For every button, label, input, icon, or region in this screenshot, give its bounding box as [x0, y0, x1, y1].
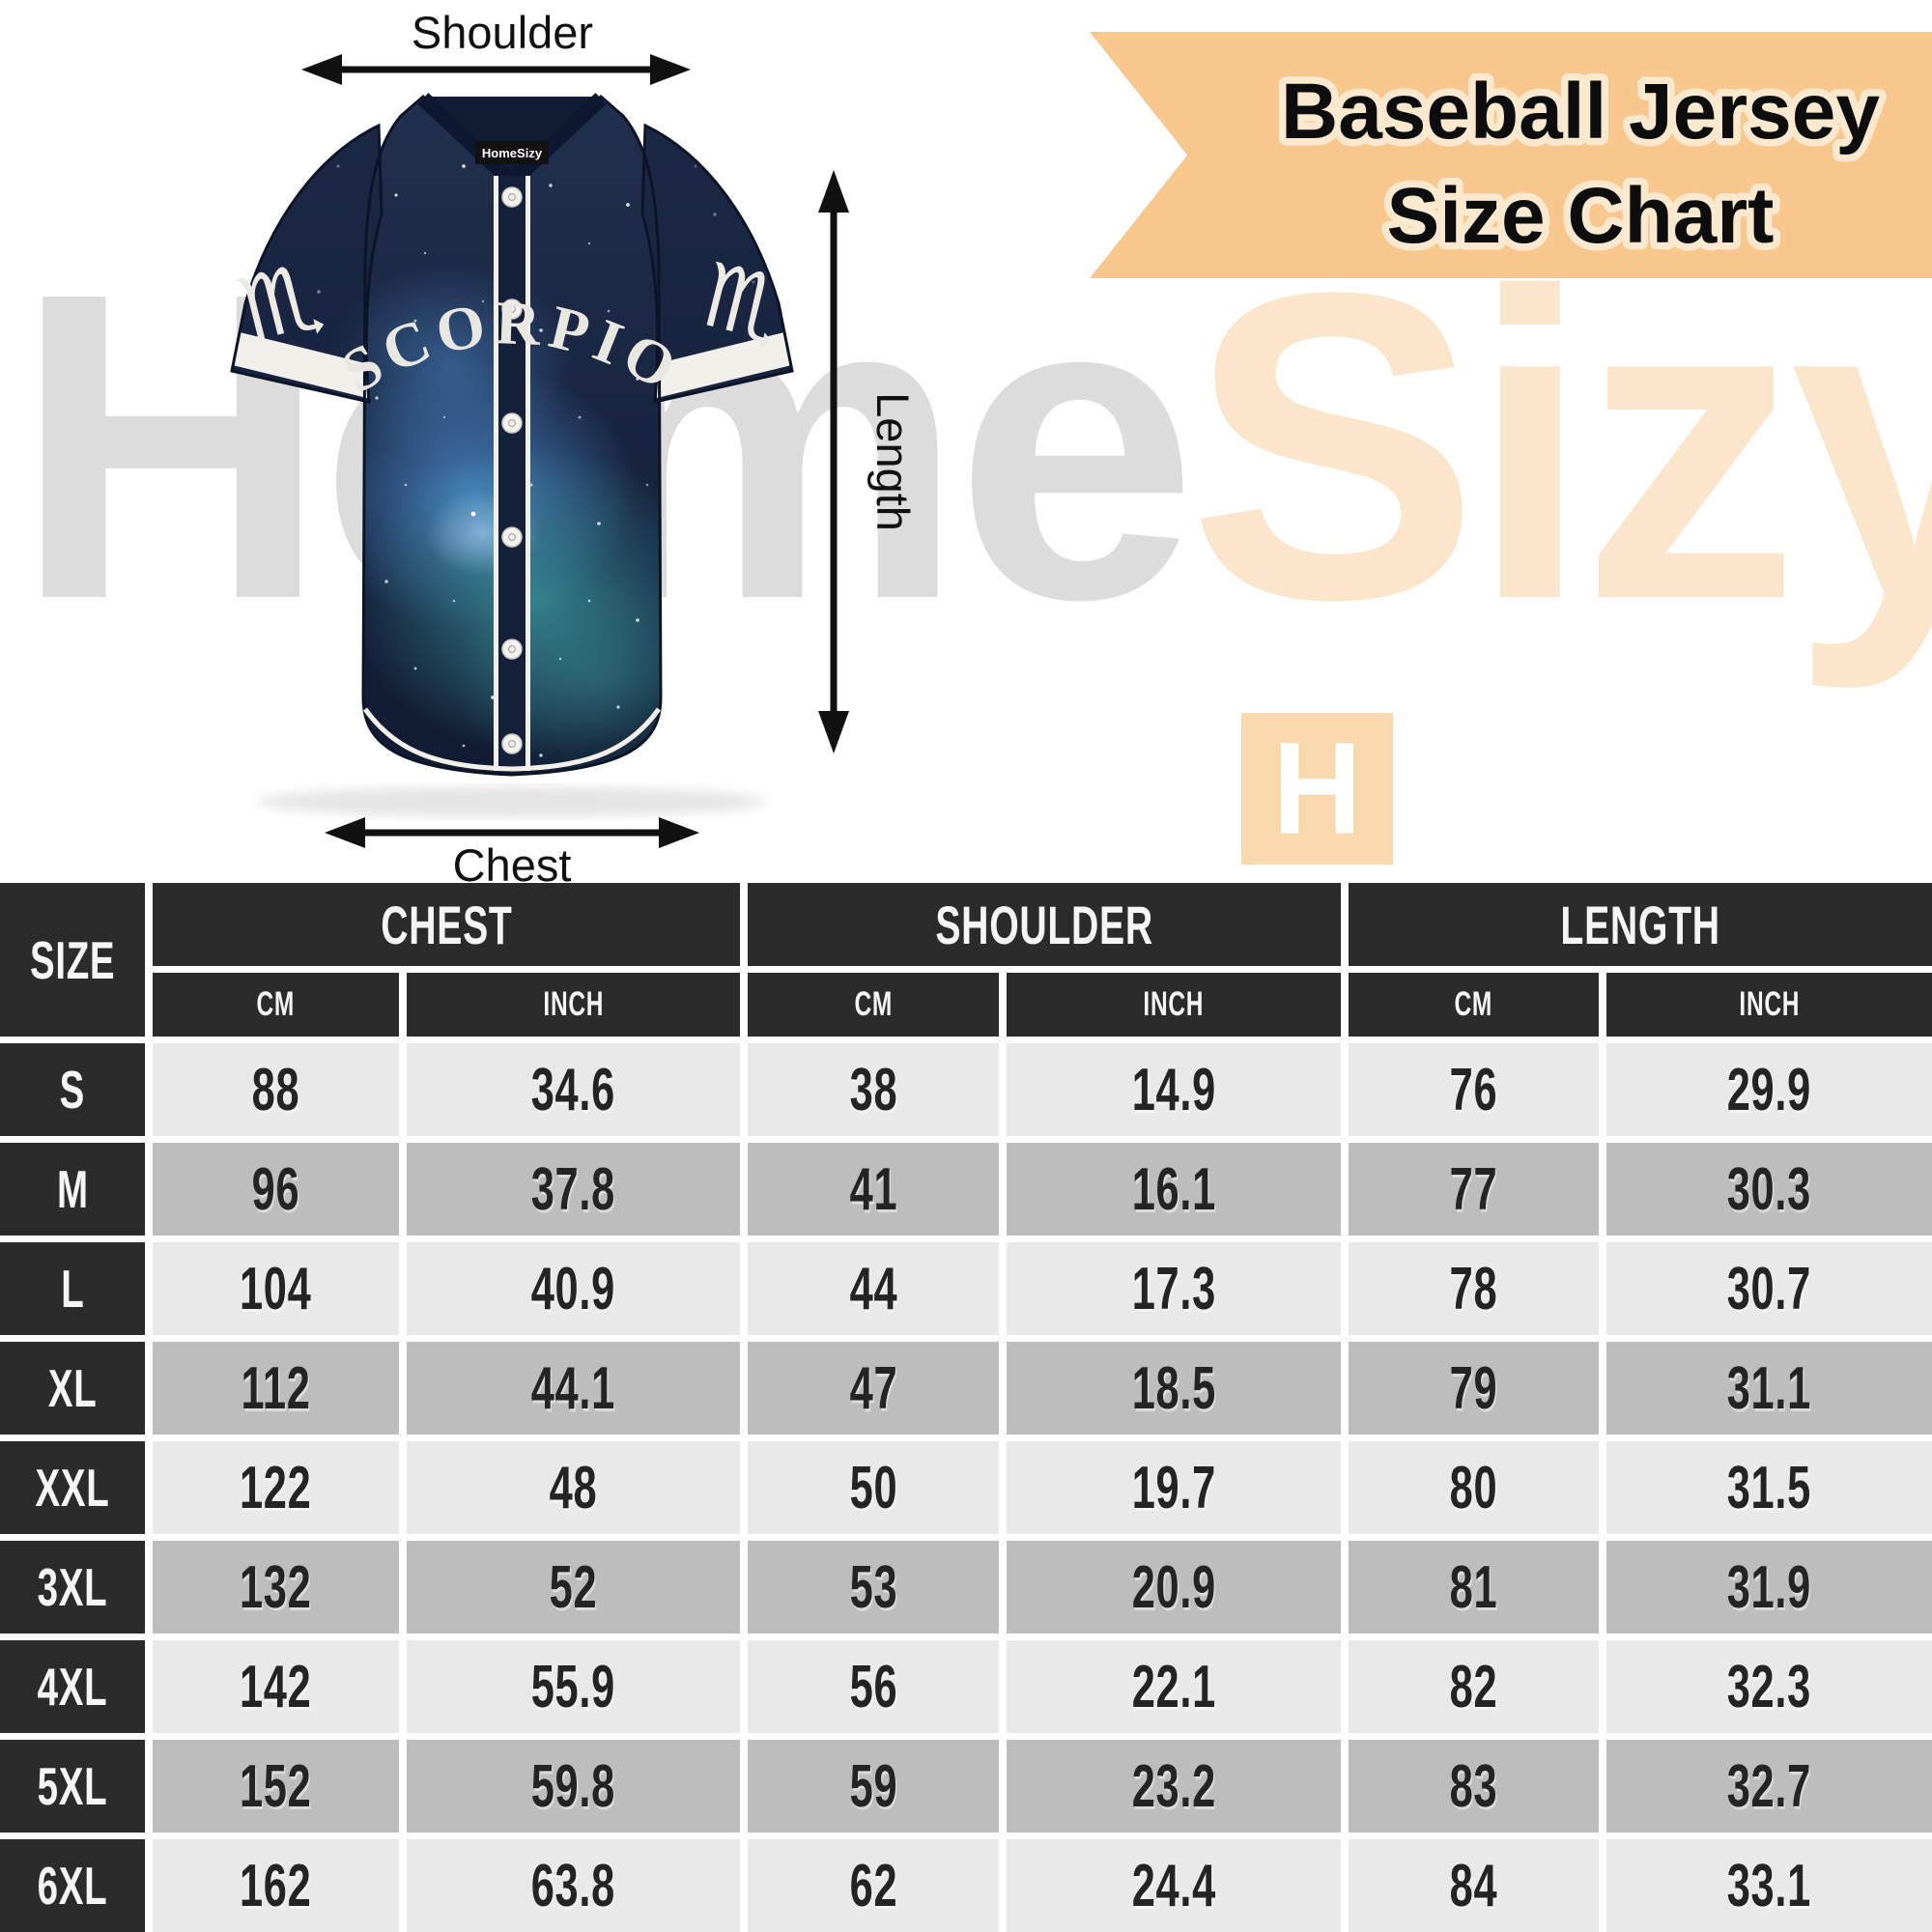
- table-cell: 18.5: [1007, 1342, 1341, 1435]
- table-cell: 32.3: [1606, 1640, 1932, 1733]
- table-cell: 16.1: [1007, 1143, 1341, 1236]
- table-cell: 31.5: [1606, 1441, 1932, 1534]
- table-cell: 122: [153, 1441, 399, 1534]
- table-cell: 32.7: [1606, 1740, 1932, 1833]
- hem-piping: [362, 707, 662, 772]
- table-cell: 44.1: [407, 1342, 740, 1435]
- table-cell: 48: [407, 1441, 740, 1534]
- table-cell: 62: [748, 1839, 999, 1932]
- placket: [498, 176, 526, 771]
- shoulder-cm-header: CM: [748, 973, 999, 1037]
- size-column-header: SIZE: [0, 883, 145, 1037]
- table-cell: 81: [1349, 1541, 1599, 1634]
- table-cell: 17.3: [1007, 1242, 1341, 1335]
- table-cell: 33.1: [1606, 1839, 1932, 1932]
- table-cell: 78: [1349, 1242, 1599, 1335]
- size-row-label: 5XL: [0, 1740, 145, 1833]
- collar-tag: [475, 141, 549, 164]
- size-row-label: L: [0, 1242, 145, 1335]
- table-cell: 52: [407, 1541, 740, 1634]
- table-cell: 83: [1349, 1740, 1599, 1833]
- collar-inner: [423, 97, 601, 184]
- size-row-label: XL: [0, 1342, 145, 1435]
- table-cell: 88: [153, 1043, 399, 1136]
- watermark-peach-text: Sizy: [1187, 202, 1932, 690]
- shoulder-group-header: SHOULDER: [748, 883, 1341, 966]
- size-row-label: XXL: [0, 1441, 145, 1534]
- table-cell: 79: [1349, 1342, 1599, 1435]
- table-cell: 24.4: [1007, 1839, 1341, 1932]
- table-cell: 104: [153, 1242, 399, 1335]
- jersey-illustration: HomeSizy SCORPIO ♏ ♏: [229, 93, 795, 817]
- size-row-label: 6XL: [0, 1839, 145, 1932]
- table-cell: 142: [153, 1640, 399, 1733]
- length-cm-header: CM: [1349, 973, 1599, 1037]
- table-cell: 55.9: [407, 1640, 740, 1733]
- brand-logo-letter: H: [1272, 715, 1362, 863]
- table-cell: 80: [1349, 1441, 1599, 1534]
- table-cell: 44: [748, 1242, 999, 1335]
- length-group-header: LENGTH: [1349, 883, 1932, 966]
- collar-tag-text: HomeSizy: [482, 146, 543, 160]
- table-cell: 19.7: [1007, 1441, 1341, 1534]
- left-cuff-stripe: [232, 328, 373, 398]
- table-cell: 38: [748, 1043, 999, 1136]
- length-inch-header: INCH: [1606, 973, 1932, 1037]
- table-cell: 82: [1349, 1640, 1599, 1733]
- title-line-1: Baseball Jersey: [1281, 68, 1880, 156]
- table-cell: 76: [1349, 1043, 1599, 1136]
- table-cell: 22.1: [1007, 1640, 1341, 1733]
- placket-trim-left: [494, 176, 498, 771]
- title-line-2: Size Chart: [1387, 172, 1775, 260]
- table-cell: 37.8: [407, 1143, 740, 1236]
- buttons: [501, 186, 523, 754]
- size-row-label: S: [0, 1043, 145, 1136]
- table-cell: 59.8: [407, 1740, 740, 1833]
- size-row-label: 3XL: [0, 1541, 145, 1634]
- table-cell: 132: [153, 1541, 399, 1634]
- table-cell: 40.9: [407, 1242, 740, 1335]
- table-cell: 50: [748, 1441, 999, 1534]
- jersey-shadow: [256, 786, 768, 817]
- brand-logo: H: [1241, 713, 1393, 865]
- chest-inch-header: INCH: [407, 973, 740, 1037]
- table-cell: 20.9: [1007, 1541, 1341, 1634]
- table-cell: 30.7: [1606, 1242, 1932, 1335]
- size-table: SIZE CHEST SHOULDER LENGTH CM INCH CM IN…: [0, 883, 1932, 1932]
- table-cell: 84: [1349, 1839, 1599, 1932]
- chest-group-header: CHEST: [153, 883, 740, 966]
- table-cell: 34.6: [407, 1043, 740, 1136]
- table-cell: 112: [153, 1342, 399, 1435]
- table-cell: 162: [153, 1839, 399, 1932]
- table-cell: 23.2: [1007, 1740, 1341, 1833]
- chest-cm-header: CM: [153, 973, 399, 1037]
- table-cell: 14.9: [1007, 1043, 1341, 1136]
- table-cell: 29.9: [1606, 1043, 1932, 1136]
- size-row-label: 4XL: [0, 1640, 145, 1733]
- table-cell: 30.3: [1606, 1143, 1932, 1236]
- table-cell: 53: [748, 1541, 999, 1634]
- shoulder-label: Shoulder: [412, 7, 593, 58]
- table-cell: 31.9: [1606, 1541, 1932, 1634]
- table-cell: 59: [748, 1740, 999, 1833]
- right-cuff-stripe: [651, 328, 792, 398]
- placket-trim-right: [526, 176, 530, 771]
- table-cell: 96: [153, 1143, 399, 1236]
- table-cell: 152: [153, 1740, 399, 1833]
- title-banner: Baseball Jersey Size Chart: [1090, 32, 1932, 278]
- table-cell: 56: [748, 1640, 999, 1733]
- size-row-label: M: [0, 1143, 145, 1236]
- table-cell: 31.1: [1606, 1342, 1932, 1435]
- table-cell: 41: [748, 1143, 999, 1236]
- table-cell: 77: [1349, 1143, 1599, 1236]
- table-cell: 63.8: [407, 1839, 740, 1932]
- table-cell: 47: [748, 1342, 999, 1435]
- shoulder-inch-header: INCH: [1007, 973, 1341, 1037]
